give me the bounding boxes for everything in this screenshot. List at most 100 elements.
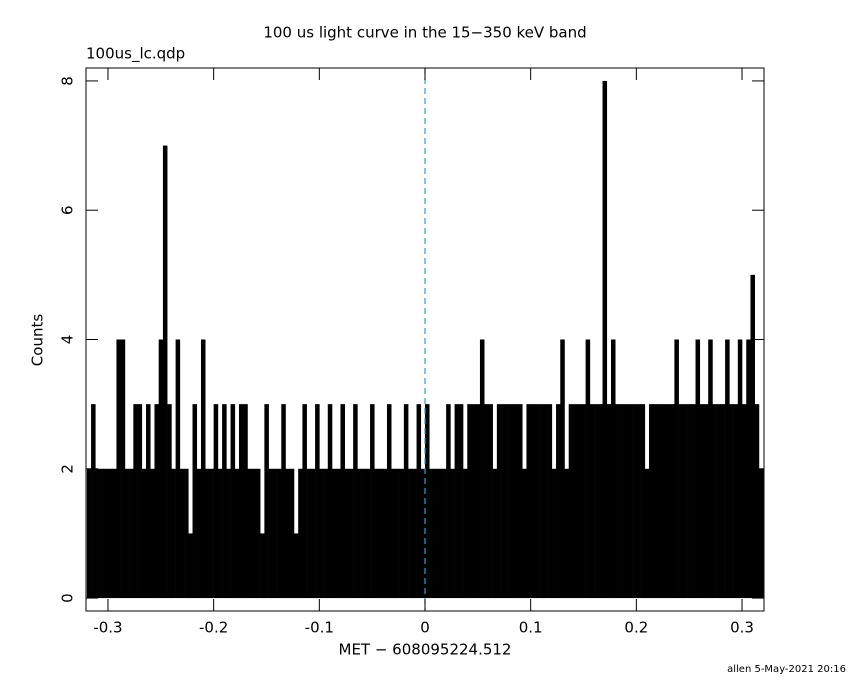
bar bbox=[403, 404, 409, 599]
bar bbox=[746, 339, 751, 599]
bar bbox=[213, 404, 219, 599]
bar bbox=[374, 468, 379, 599]
x-tick-label: -0.2 bbox=[199, 619, 228, 637]
bar bbox=[150, 468, 155, 599]
bar bbox=[298, 468, 303, 599]
bar bbox=[137, 404, 143, 599]
bar bbox=[441, 468, 447, 599]
bar bbox=[412, 468, 417, 599]
bar bbox=[733, 404, 739, 599]
bar bbox=[454, 404, 460, 599]
bar bbox=[264, 404, 269, 599]
bar bbox=[162, 145, 168, 599]
bar bbox=[205, 468, 210, 599]
bar bbox=[674, 339, 679, 599]
bar bbox=[594, 404, 599, 599]
y-tick-label: 0 bbox=[59, 593, 77, 603]
bar bbox=[742, 404, 747, 599]
bar bbox=[391, 468, 396, 599]
bar bbox=[196, 468, 202, 599]
bar bbox=[619, 404, 624, 599]
bar bbox=[133, 404, 138, 599]
bar bbox=[344, 468, 350, 599]
plot-area bbox=[86, 80, 764, 599]
bar bbox=[327, 404, 333, 599]
bar bbox=[141, 468, 147, 599]
bar bbox=[277, 468, 282, 599]
bar bbox=[577, 404, 582, 599]
bar bbox=[437, 468, 443, 599]
bar bbox=[310, 468, 316, 599]
y-tick-label: 8 bbox=[59, 76, 77, 86]
bar bbox=[319, 468, 324, 599]
bar bbox=[416, 404, 422, 599]
bar bbox=[357, 468, 362, 599]
bar bbox=[640, 404, 646, 599]
bar bbox=[103, 468, 109, 599]
bar bbox=[678, 404, 684, 599]
bar bbox=[682, 404, 688, 599]
bar bbox=[556, 404, 561, 599]
bar bbox=[348, 468, 354, 599]
x-tick-label: 0.1 bbox=[519, 619, 543, 637]
bar bbox=[458, 404, 464, 599]
bar bbox=[496, 404, 502, 599]
bar bbox=[699, 404, 705, 599]
bar bbox=[551, 468, 557, 599]
bar bbox=[399, 468, 405, 599]
chart-title: 100 us light curve in the 15−350 keV ban… bbox=[263, 24, 586, 42]
bar bbox=[272, 468, 278, 599]
bar bbox=[429, 468, 434, 599]
bar bbox=[255, 468, 261, 599]
bar bbox=[408, 468, 413, 599]
bar bbox=[281, 404, 286, 599]
bar bbox=[509, 404, 515, 599]
bar bbox=[725, 339, 730, 599]
bar bbox=[581, 404, 586, 599]
x-tick-label: 0.3 bbox=[730, 619, 754, 637]
bar bbox=[340, 404, 345, 599]
bar bbox=[526, 404, 531, 599]
bar bbox=[378, 468, 384, 599]
bar bbox=[171, 468, 176, 599]
bar bbox=[729, 404, 734, 599]
bar bbox=[293, 533, 299, 599]
bar bbox=[530, 404, 536, 599]
bar bbox=[708, 339, 713, 599]
bar bbox=[315, 404, 320, 599]
bar bbox=[585, 339, 591, 599]
bar bbox=[547, 404, 553, 599]
bar bbox=[420, 468, 426, 599]
bar bbox=[463, 468, 468, 599]
bar bbox=[513, 404, 519, 599]
bar bbox=[505, 404, 510, 599]
bar bbox=[386, 404, 392, 599]
bar bbox=[91, 404, 96, 599]
bar bbox=[260, 533, 265, 599]
x-tick-label: 0 bbox=[420, 619, 430, 637]
bar bbox=[353, 404, 358, 599]
bar bbox=[395, 468, 400, 599]
y-tick-label: 2 bbox=[59, 464, 77, 474]
bar bbox=[606, 404, 612, 599]
bar bbox=[158, 339, 164, 599]
x-tick-label: -0.1 bbox=[305, 619, 334, 637]
bar bbox=[703, 404, 709, 599]
bar bbox=[627, 404, 633, 599]
bar bbox=[610, 339, 616, 599]
bar bbox=[86, 468, 92, 599]
x-axis-label: MET − 608095224.512 bbox=[339, 641, 512, 659]
bar bbox=[750, 274, 756, 599]
bar bbox=[522, 468, 527, 599]
bar bbox=[446, 404, 451, 599]
bar bbox=[425, 404, 430, 599]
bar bbox=[154, 404, 160, 599]
bar bbox=[382, 468, 388, 599]
bar bbox=[691, 404, 696, 599]
bar bbox=[146, 404, 151, 599]
bar bbox=[112, 468, 117, 599]
footer: allen 5-May-2021 20:16 bbox=[727, 664, 846, 675]
bar bbox=[222, 404, 227, 599]
bar bbox=[670, 404, 675, 599]
bar bbox=[657, 404, 663, 599]
